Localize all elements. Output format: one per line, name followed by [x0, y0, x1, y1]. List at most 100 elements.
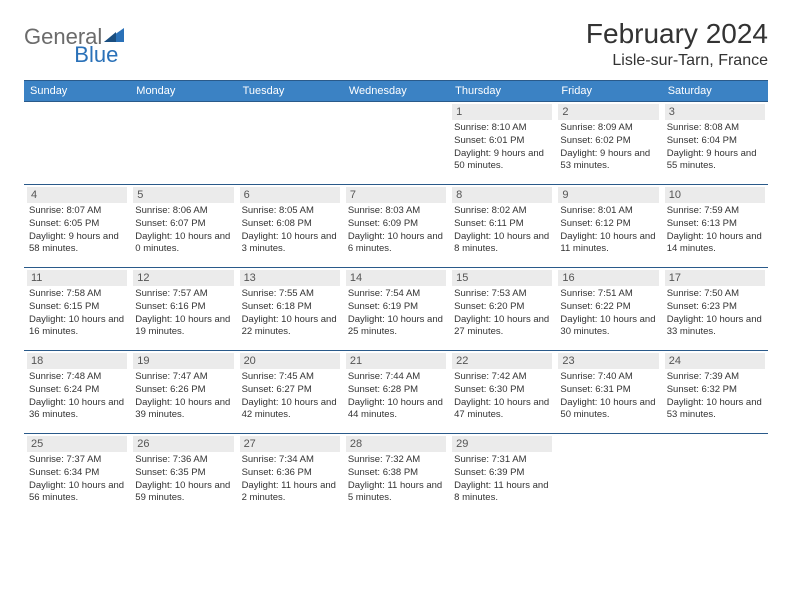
day-details: Sunrise: 7:54 AMSunset: 6:19 PMDaylight:… [346, 288, 446, 339]
day-number: 10 [665, 187, 765, 203]
day-details: Sunrise: 8:10 AMSunset: 6:01 PMDaylight:… [452, 122, 552, 173]
day-number: 3 [665, 104, 765, 120]
weekday-label: Tuesday [237, 81, 343, 101]
day-number: 12 [133, 270, 233, 286]
day-cell: 4Sunrise: 8:07 AMSunset: 6:05 PMDaylight… [24, 185, 130, 267]
day-details: Sunrise: 8:03 AMSunset: 6:09 PMDaylight:… [346, 205, 446, 256]
weeks-container: 1 Sunrise: 8:10 AMSunset: 6:01 PMDaylight… [24, 101, 768, 516]
title-block: February 2024 Lisle-sur-Tarn, France [586, 18, 768, 70]
day-cell: 29Sunrise: 7:31 AMSunset: 6:39 PMDayligh… [449, 434, 555, 516]
day-number: 6 [240, 187, 340, 203]
day-details: Sunrise: 7:39 AMSunset: 6:32 PMDaylight:… [665, 371, 765, 422]
day-details: Sunrise: 7:34 AMSunset: 6:36 PMDaylight:… [240, 454, 340, 505]
day-cell [130, 102, 236, 184]
month-title: February 2024 [586, 18, 768, 50]
day-cell: 25Sunrise: 7:37 AMSunset: 6:34 PMDayligh… [24, 434, 130, 516]
weekday-label: Thursday [449, 81, 555, 101]
day-cell: 17 Sunrise: 7:50 AMSunset: 6:23 PMDayligh… [662, 268, 768, 350]
calendar: SundayMondayTuesdayWednesdayThursdayFrid… [24, 80, 768, 516]
weekday-label: Monday [130, 81, 236, 101]
day-details: Sunrise: 7:50 AMSunset: 6:23 PMDaylight:… [665, 288, 765, 339]
day-cell: 15 Sunrise: 7:53 AMSunset: 6:20 PMDayligh… [449, 268, 555, 350]
day-details: Sunrise: 7:32 AMSunset: 6:38 PMDaylight:… [346, 454, 446, 505]
day-number: 7 [346, 187, 446, 203]
day-number: 21 [346, 353, 446, 369]
day-details: Sunrise: 7:44 AMSunset: 6:28 PMDaylight:… [346, 371, 446, 422]
header: General Blue February 2024 Lisle-sur-Tar… [24, 18, 768, 70]
day-details: Sunrise: 7:37 AMSunset: 6:34 PMDaylight:… [27, 454, 127, 505]
logo: General Blue [24, 18, 174, 50]
day-number: 1 [452, 104, 552, 120]
day-details: Sunrise: 8:08 AMSunset: 6:04 PMDaylight:… [665, 122, 765, 173]
day-cell: 16 Sunrise: 7:51 AMSunset: 6:22 PMDayligh… [555, 268, 661, 350]
day-number: 14 [346, 270, 446, 286]
day-details: Sunrise: 7:53 AMSunset: 6:20 PMDaylight:… [452, 288, 552, 339]
day-cell: 13Sunrise: 7:55 AMSunset: 6:18 PMDayligh… [237, 268, 343, 350]
day-cell: 6 Sunrise: 8:05 AMSunset: 6:08 PMDaylight… [237, 185, 343, 267]
day-number: 9 [558, 187, 658, 203]
day-cell [24, 102, 130, 184]
week-row: 11 Sunrise: 7:58 AMSunset: 6:15 PMDayligh… [24, 267, 768, 350]
day-cell: 8 Sunrise: 8:02 AMSunset: 6:11 PMDaylight… [449, 185, 555, 267]
day-cell: 10Sunrise: 7:59 AMSunset: 6:13 PMDayligh… [662, 185, 768, 267]
day-details: Sunrise: 8:02 AMSunset: 6:11 PMDaylight:… [452, 205, 552, 256]
weekday-label: Saturday [662, 81, 768, 101]
day-details: Sunrise: 7:51 AMSunset: 6:22 PMDaylight:… [558, 288, 658, 339]
day-details: Sunrise: 8:09 AMSunset: 6:02 PMDaylight:… [558, 122, 658, 173]
day-number: 26 [133, 436, 233, 452]
day-details: Sunrise: 8:01 AMSunset: 6:12 PMDaylight:… [558, 205, 658, 256]
day-cell: 22 Sunrise: 7:42 AMSunset: 6:30 PMDayligh… [449, 351, 555, 433]
day-details: Sunrise: 7:58 AMSunset: 6:15 PMDaylight:… [27, 288, 127, 339]
day-cell: 3 Sunrise: 8:08 AMSunset: 6:04 PMDaylight… [662, 102, 768, 184]
day-cell: 28 Sunrise: 7:32 AMSunset: 6:38 PMDayligh… [343, 434, 449, 516]
day-cell: 14 Sunrise: 7:54 AMSunset: 6:19 PMDayligh… [343, 268, 449, 350]
day-number: 24 [665, 353, 765, 369]
day-details: Sunrise: 7:42 AMSunset: 6:30 PMDaylight:… [452, 371, 552, 422]
day-cell: 2 Sunrise: 8:09 AMSunset: 6:02 PMDaylight… [555, 102, 661, 184]
day-number: 29 [452, 436, 552, 452]
weekday-header-row: SundayMondayTuesdayWednesdayThursdayFrid… [24, 80, 768, 101]
day-number: 15 [452, 270, 552, 286]
day-details: Sunrise: 7:48 AMSunset: 6:24 PMDaylight:… [27, 371, 127, 422]
day-details: Sunrise: 7:40 AMSunset: 6:31 PMDaylight:… [558, 371, 658, 422]
day-number: 28 [346, 436, 446, 452]
day-number: 18 [27, 353, 127, 369]
day-number: 27 [240, 436, 340, 452]
week-row: 4Sunrise: 8:07 AMSunset: 6:05 PMDaylight… [24, 184, 768, 267]
day-details: Sunrise: 7:55 AMSunset: 6:18 PMDaylight:… [240, 288, 340, 339]
day-details: Sunrise: 8:07 AMSunset: 6:05 PMDaylight:… [27, 205, 127, 256]
day-cell [343, 102, 449, 184]
week-row: 1 Sunrise: 8:10 AMSunset: 6:01 PMDaylight… [24, 101, 768, 184]
day-cell: 1 Sunrise: 8:10 AMSunset: 6:01 PMDaylight… [449, 102, 555, 184]
day-cell: 7 Sunrise: 8:03 AMSunset: 6:09 PMDaylight… [343, 185, 449, 267]
day-cell [555, 434, 661, 516]
day-number: 2 [558, 104, 658, 120]
day-cell: 27 Sunrise: 7:34 AMSunset: 6:36 PMDayligh… [237, 434, 343, 516]
day-details: Sunrise: 7:57 AMSunset: 6:16 PMDaylight:… [133, 288, 233, 339]
day-number: 5 [133, 187, 233, 203]
day-details: Sunrise: 8:05 AMSunset: 6:08 PMDaylight:… [240, 205, 340, 256]
day-cell: 18 Sunrise: 7:48 AMSunset: 6:24 PMDayligh… [24, 351, 130, 433]
week-row: 25Sunrise: 7:37 AMSunset: 6:34 PMDayligh… [24, 433, 768, 516]
day-cell [662, 434, 768, 516]
day-number: 8 [452, 187, 552, 203]
day-details: Sunrise: 8:06 AMSunset: 6:07 PMDaylight:… [133, 205, 233, 256]
weekday-label: Sunday [24, 81, 130, 101]
weekday-label: Friday [555, 81, 661, 101]
day-cell: 19 Sunrise: 7:47 AMSunset: 6:26 PMDayligh… [130, 351, 236, 433]
day-cell: 21 Sunrise: 7:44 AMSunset: 6:28 PMDayligh… [343, 351, 449, 433]
day-number: 22 [452, 353, 552, 369]
day-details: Sunrise: 7:47 AMSunset: 6:26 PMDaylight:… [133, 371, 233, 422]
day-cell: 23Sunrise: 7:40 AMSunset: 6:31 PMDayligh… [555, 351, 661, 433]
day-number: 19 [133, 353, 233, 369]
day-number: 20 [240, 353, 340, 369]
week-row: 18 Sunrise: 7:48 AMSunset: 6:24 PMDayligh… [24, 350, 768, 433]
location-label: Lisle-sur-Tarn, France [586, 52, 768, 70]
day-number: 11 [27, 270, 127, 286]
day-number: 17 [665, 270, 765, 286]
day-cell: 5 Sunrise: 8:06 AMSunset: 6:07 PMDaylight… [130, 185, 236, 267]
day-cell: 11 Sunrise: 7:58 AMSunset: 6:15 PMDayligh… [24, 268, 130, 350]
day-cell: 26Sunrise: 7:36 AMSunset: 6:35 PMDayligh… [130, 434, 236, 516]
day-number: 16 [558, 270, 658, 286]
logo-text-2: Blue [74, 42, 118, 68]
